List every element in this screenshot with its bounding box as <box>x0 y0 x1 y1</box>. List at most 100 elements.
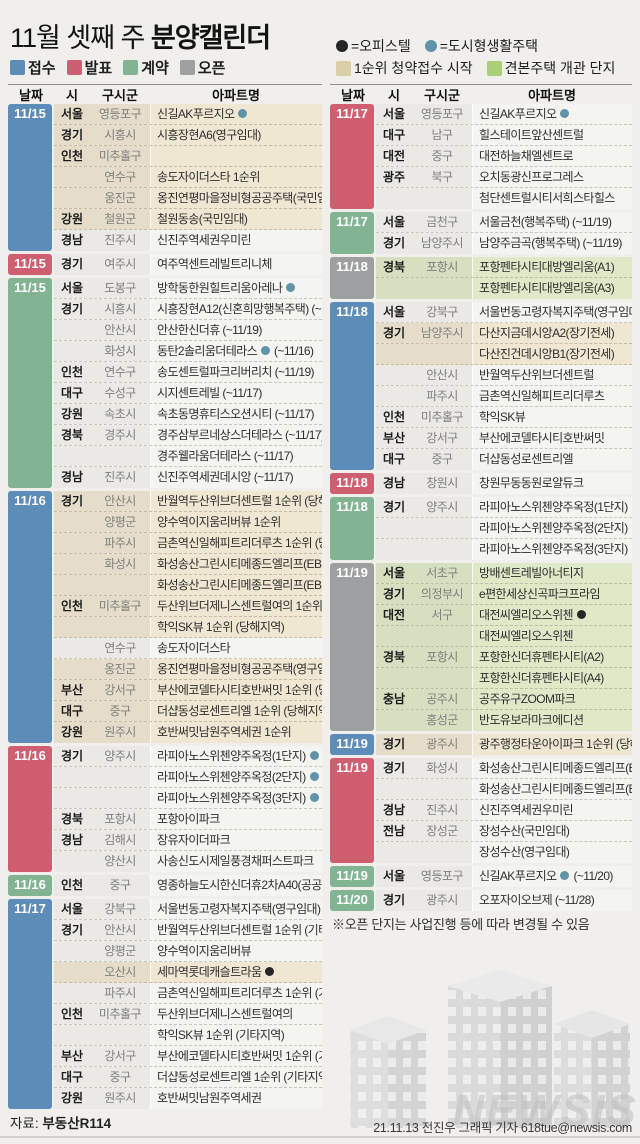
calendar-row: 대전 서구 대전씨엘리오스위첸 <box>376 605 632 626</box>
cell-apartment: 대전하늘채엘센트로 <box>472 146 632 166</box>
apartment-name: 포항펜타시티대방엘리움(A3) <box>479 281 615 295</box>
cell-apartment: 신진주역세권우미린 <box>472 800 632 820</box>
cell-province: 경북 <box>376 647 412 667</box>
calendar-row: 강원 원주시 호반써밋남원주역세권 <box>54 1088 322 1109</box>
cell-apartment: 광주행정타운아이파크 1순위 (당해지역) <box>472 734 632 755</box>
cell-apartment: 대전씨엘리오스위첸 <box>472 626 632 646</box>
apartment-name: 화성송산그린시티메종드엘리프(EB2) <box>157 557 322 571</box>
legend-highlight-label: 견본주택 개관 단지 <box>504 60 616 76</box>
apartment-name: 호반써밋남원주역세권 1순위 <box>157 725 292 739</box>
cell-district: 양평군 <box>90 941 150 961</box>
cell-apartment: 부산에코델타시티호반써밋 <box>472 428 632 448</box>
section-rows: 서울 도봉구 방학동한원힐트리움아레나 경기 시흥시 시흥장현A12(신혼희망행복주택) … <box>54 278 322 488</box>
cell-apartment: 시흥장현A6(영구임대) <box>150 125 322 145</box>
date-badge: 11/19 <box>330 758 374 863</box>
apartment-name: 속초동명휴티스오션시티 (~11/17) <box>157 407 315 421</box>
cell-province: 경남 <box>376 800 412 820</box>
cell-province <box>54 659 90 679</box>
apartment-name: 금촌역신일해피트리더루츠 1순위 (당해지역) <box>157 536 322 550</box>
bottom-border-line <box>0 1136 640 1138</box>
cell-province <box>54 512 90 532</box>
cell-apartment: 첨단센트럴시티서희스타힐스 <box>472 188 632 209</box>
apartment-name: 화성송산그린시티메종드엘리프(EB2) <box>479 761 632 775</box>
calendar-row: 오산시 세마역롯데캐슬트라움 <box>54 962 322 983</box>
cell-apartment: 두산위브더제니스센트럴여의 1순위 (기타지역) <box>150 596 322 616</box>
cell-district: 화성시 <box>412 758 472 778</box>
apartment-name: 포항한신더휴펜타시티(A4) <box>479 671 604 685</box>
cell-district <box>90 788 150 808</box>
cell-apartment <box>150 146 322 166</box>
cell-district <box>412 779 472 799</box>
cell-apartment: 금촌역신일해피트리더루츠 <box>472 386 632 406</box>
calendar-row: 경북 경주시 경주삼부르네상스더테라스 (~11/17) <box>54 425 322 446</box>
calendar-row: 강원 철원군 철원동송(국민임대) <box>54 209 322 230</box>
apartment-name: 동탄2솔리움더테라스 <box>157 344 258 358</box>
date-badge: 11/17 <box>330 104 374 209</box>
section-rows: 서울 영등포구 신길AK푸르지오 (~11/20) <box>376 866 632 887</box>
cell-province: 서울 <box>376 563 412 583</box>
cell-district: 영등포구 <box>412 866 472 887</box>
cell-district: 수성구 <box>90 383 150 403</box>
apartment-name: 라피아노스위첸양주옥정(1단지) <box>479 500 628 514</box>
cell-province: 서울 <box>376 104 412 124</box>
cell-province: 강원 <box>54 404 90 424</box>
calendar-row: 파주시 금촌역신일해피트리더루츠 1순위 (당해지역) <box>54 533 322 554</box>
apartment-name: 신길AK푸르지오 <box>479 107 557 121</box>
cell-district: 양평군 <box>90 512 150 532</box>
cell-apartment: 철원동송(국민임대) <box>150 209 322 229</box>
cell-apartment: 공주유구ZOOM파크 <box>472 689 632 709</box>
urban-housing-dot-icon <box>309 772 319 781</box>
cell-province: 경기 <box>54 125 90 145</box>
calendar-row: 경남 진주시 신진주역세권우미린 <box>54 230 322 251</box>
cell-apartment: 힐스테이트앞산센트럴 <box>472 125 632 145</box>
calendar-row: 인천 미추홀구 학익SK뷰 <box>376 407 632 428</box>
cell-province: 경기 <box>54 746 90 766</box>
cell-apartment: 장유자이더파크 <box>150 830 322 850</box>
calendar-row: 서울 강북구 서울번동고령자복지주택(영구임대) <box>376 302 632 323</box>
cell-province: 대구 <box>54 701 90 721</box>
apartment-name: 화성송산그린시티메종드엘리프(EB3) <box>479 782 632 796</box>
calendar-row: 경기 남양주시 남양주금곡(행복주택) (~11/19) <box>376 233 632 254</box>
cell-district: 금천구 <box>412 212 472 232</box>
highlight-color-chip <box>486 60 502 76</box>
cell-apartment: 송도자이더스타 <box>150 638 322 658</box>
legend-status-item: 오픈 <box>179 57 226 78</box>
table-header-row: 날짜 시 구시군 아파트명 <box>8 84 322 104</box>
cell-district: 남양주시 <box>412 233 472 254</box>
cell-apartment: 라피아노스위첸양주옥정(1단지) <box>150 746 322 766</box>
officetel-dot-icon <box>336 40 348 52</box>
apartment-name: 신진주역세권우미린 <box>479 803 574 817</box>
cell-province: 경북 <box>54 425 90 445</box>
cell-province <box>54 851 90 872</box>
legend-status-label: 오픈 <box>197 60 226 77</box>
cell-apartment: 포항펜타시티대방엘리움(A3) <box>472 278 632 299</box>
cell-apartment: 학익SK뷰 1순위 (기타지역) <box>150 1025 322 1045</box>
unit-dot-legend-line: =오피스텔 =도시형생활주택 <box>336 35 615 57</box>
cell-district: 철원군 <box>90 209 150 229</box>
cell-district: 서구 <box>412 605 472 625</box>
cell-apartment: 라피아노스위첸양주옥정(1단지)(~11/19) <box>472 497 632 517</box>
cell-province <box>54 320 90 340</box>
cell-apartment: 신진주역세권우미린 <box>150 230 322 251</box>
apartment-name: 호반써밋남원주역세권 <box>157 1091 262 1105</box>
apartment-name: 더샵동성로센트리엘 <box>479 452 574 466</box>
apartment-name: 신진주역세권데시앙 (~11/17) <box>157 470 294 484</box>
cell-district <box>412 668 472 688</box>
cell-province <box>54 962 90 982</box>
date-badge: 11/19 <box>330 866 374 887</box>
cell-district: 남구 <box>412 125 472 145</box>
cell-apartment: 화성송산그린시티메종드엘리프(EB3) <box>150 575 322 595</box>
cell-apartment: 방학동한원힐트리움아레나 <box>150 278 322 298</box>
cell-apartment: 송도센트럴파크리버리치 (~11/19) <box>150 362 322 382</box>
section-rows: 서울 금천구 서울금천(행복주택) (~11/19) 경기 남양주시 남양주금곡(행복주택… <box>376 212 632 254</box>
calendar-row: 경북 포항시 포항아이파크 <box>54 809 322 830</box>
contract-period: (~11/16) <box>274 344 314 358</box>
cell-district: 시흥시 <box>90 299 150 319</box>
apartment-name: 철원동송(국민임대) <box>157 212 248 226</box>
open-footnote: ※오픈 단지는 사업진행 등에 따라 변경될 수 있음 <box>332 917 590 932</box>
cell-province: 경남 <box>54 230 90 251</box>
